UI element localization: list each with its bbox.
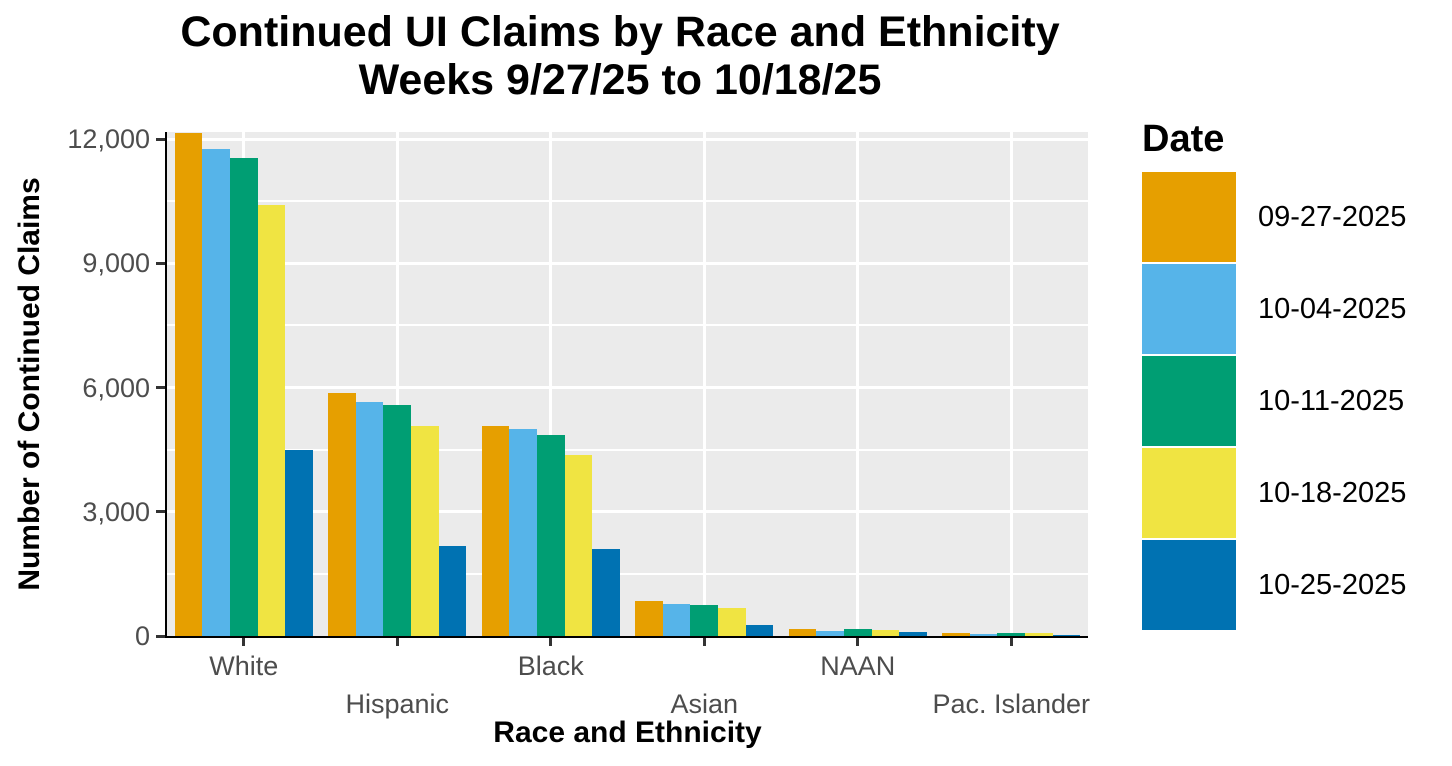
y-tick-label: 12,000 [67,124,150,155]
y-axis-tick [156,386,165,390]
bar [257,205,286,636]
legend-title: Date [1142,118,1225,160]
legend-swatch [1142,172,1236,262]
bar [690,604,719,636]
vertical-gridline [1009,132,1013,636]
x-tick-label: Pac. Islander [932,689,1091,719]
bar [592,549,620,636]
y-tick-label: 3,000 [82,496,150,527]
chart-title-line2: Weeks 9/27/25 to 10/18/25 [358,56,882,104]
bar [635,600,663,636]
legend-label: 10-25-2025 [1258,569,1407,601]
bar [509,428,537,636]
x-tick-label: White [209,651,279,681]
legend-label: 09-27-2025 [1258,201,1407,233]
bar [899,632,927,636]
vertical-gridline [856,132,860,636]
bar [481,426,510,636]
legend-swatch [1142,356,1236,446]
major-gridline [167,386,1088,390]
x-tick-label: NAAN [820,651,896,681]
minor-gridline [167,448,1088,451]
bar [202,149,230,636]
legend-label: 10-11-2025 [1258,385,1405,417]
legend-swatch [1142,540,1236,630]
minor-gridline [167,200,1088,203]
vertical-gridline [702,132,706,636]
bar [871,630,900,636]
legend-label: 10-04-2025 [1258,293,1407,325]
chart-title-line1: Continued UI Claims by Race and Ethnicit… [180,8,1060,56]
bar [229,157,258,636]
bar [383,404,412,636]
plot-panel [165,132,1088,638]
bar [843,629,872,636]
y-tick-label: 6,000 [82,372,150,403]
x-axis-title: Race and Ethnicity [493,716,762,749]
bar [438,545,467,636]
bar [411,425,439,636]
legend-label: 10-18-2025 [1258,477,1407,509]
y-axis-tick [156,634,165,638]
bar [997,633,1026,636]
bar [1052,634,1081,636]
x-axis-tick [395,638,399,646]
x-tick-label: Black [517,651,584,681]
bar [355,402,384,636]
major-gridline [167,510,1088,514]
minor-gridline [167,572,1088,575]
bar [536,434,565,636]
bar [969,633,998,636]
bar [1025,633,1053,636]
minor-gridline [167,324,1088,327]
x-axis-tick [1009,638,1013,646]
bar [662,604,691,636]
y-axis-tick [156,137,165,141]
vertical-gridline [395,132,399,636]
bar [174,132,203,636]
bar [745,625,774,636]
bar [942,633,970,636]
x-axis-tick [549,638,553,646]
legend-swatch [1142,264,1236,354]
bar [564,454,593,636]
y-tick-label: 9,000 [82,248,150,279]
bar [285,450,313,636]
x-tick-label: Hispanic [345,689,450,719]
bar [816,630,844,636]
x-axis-tick [702,638,706,646]
y-axis-tick [156,261,165,265]
chart-title: Continued UI Claims by Race and Ethnicit… [0,8,1240,104]
major-gridline [167,137,1088,141]
x-axis-tick [242,638,246,646]
x-tick-label: Asian [670,689,739,719]
y-axis-title: Number of Continued Claims [13,177,46,591]
vertical-gridline [549,132,553,636]
y-axis-tick [156,510,165,514]
legend-swatch [1142,448,1236,538]
bar [788,629,817,636]
bar [328,392,356,636]
major-gridline [167,261,1088,265]
y-tick-label: 0 [134,621,150,651]
bar [718,607,746,636]
x-axis-tick [856,638,860,646]
